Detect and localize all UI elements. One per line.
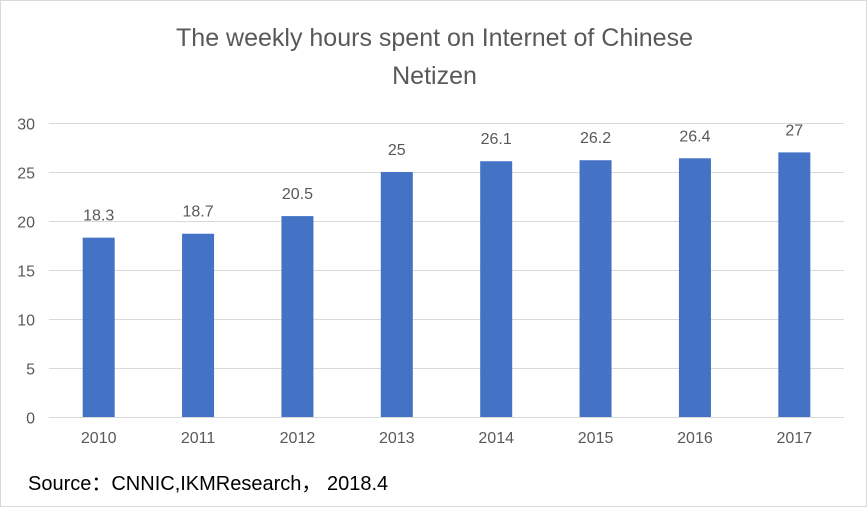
x-tick-label-2017: 2017: [777, 430, 813, 447]
chart-title-line-1: The weekly hours spent on Internet of Ch…: [176, 24, 693, 52]
bar-2012: [281, 216, 314, 417]
x-tick-label-2010: 2010: [81, 430, 117, 447]
x-tick-label-2015: 2015: [578, 430, 614, 447]
y-tick-label-20: 20: [17, 215, 35, 232]
data-label-2012: 20.5: [282, 186, 313, 203]
y-tick-label-5: 5: [26, 362, 35, 379]
bar-2016: [678, 158, 711, 417]
data-label-2011: 18.7: [182, 204, 213, 221]
data-label-2010: 18.3: [83, 208, 114, 225]
y-tick-label-25: 25: [17, 166, 35, 183]
bar-2010: [82, 237, 115, 417]
bar-2014: [480, 161, 513, 417]
y-tick-label-10: 10: [17, 313, 35, 330]
chart-title: The weekly hours spent on Internet of Ch…: [1, 19, 867, 95]
source-note: Source：CNNIC,IKMResearch， 2018.4: [28, 473, 389, 495]
y-tick-label-15: 15: [17, 264, 35, 281]
data-label-2015: 26.2: [580, 130, 611, 147]
y-tick-label-0: 0: [26, 411, 35, 428]
x-tick-label-2013: 2013: [379, 430, 415, 447]
data-label-2014: 26.1: [481, 131, 512, 148]
data-label-2016: 26.4: [679, 128, 710, 145]
x-tick-label-2016: 2016: [677, 430, 713, 447]
bar-2011: [182, 233, 215, 417]
x-tick-label-2012: 2012: [280, 430, 316, 447]
y-tick-label-30: 30: [17, 117, 35, 134]
bar-2013: [380, 172, 413, 417]
bar-2017: [778, 152, 811, 417]
bar-chart: 0 5 10 15 20 25 30 18.3 2010 18.7 2011 20.5 2012 25 20…: [17, 117, 844, 447]
x-tick-label-2011: 2011: [181, 430, 216, 447]
x-tick-label-2014: 2014: [478, 430, 514, 447]
chart-title-line-2: Netizen: [392, 62, 477, 90]
bar-2015: [579, 160, 612, 418]
data-label-2013: 25: [388, 142, 406, 159]
data-label-2017: 27: [785, 122, 803, 139]
